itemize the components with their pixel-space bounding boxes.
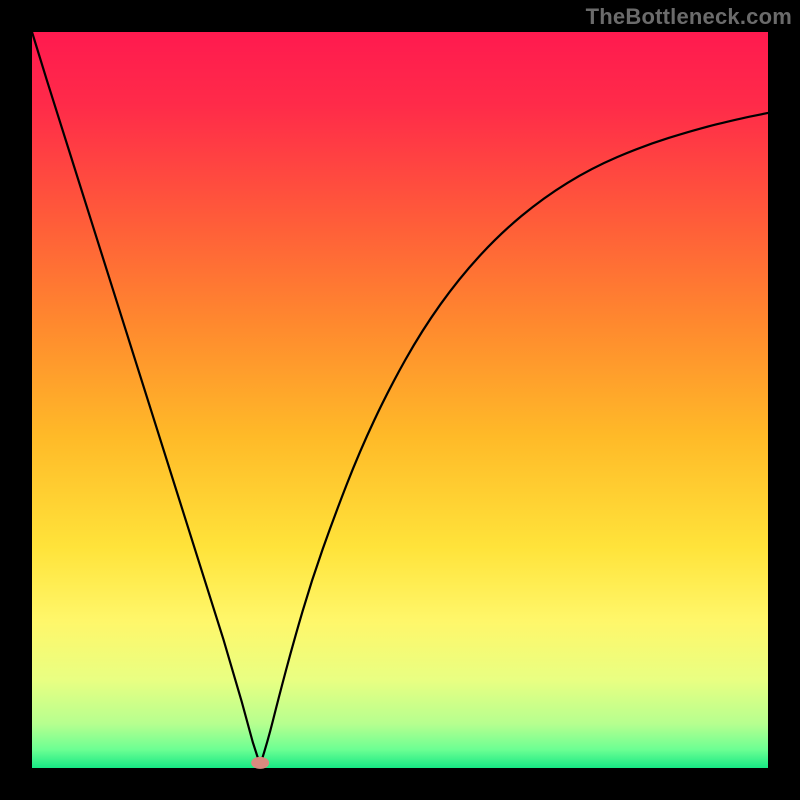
- bottleneck-chart: [0, 0, 800, 800]
- chart-container: TheBottleneck.com: [0, 0, 800, 800]
- watermark-text: TheBottleneck.com: [586, 4, 792, 30]
- minimum-marker: [251, 757, 269, 769]
